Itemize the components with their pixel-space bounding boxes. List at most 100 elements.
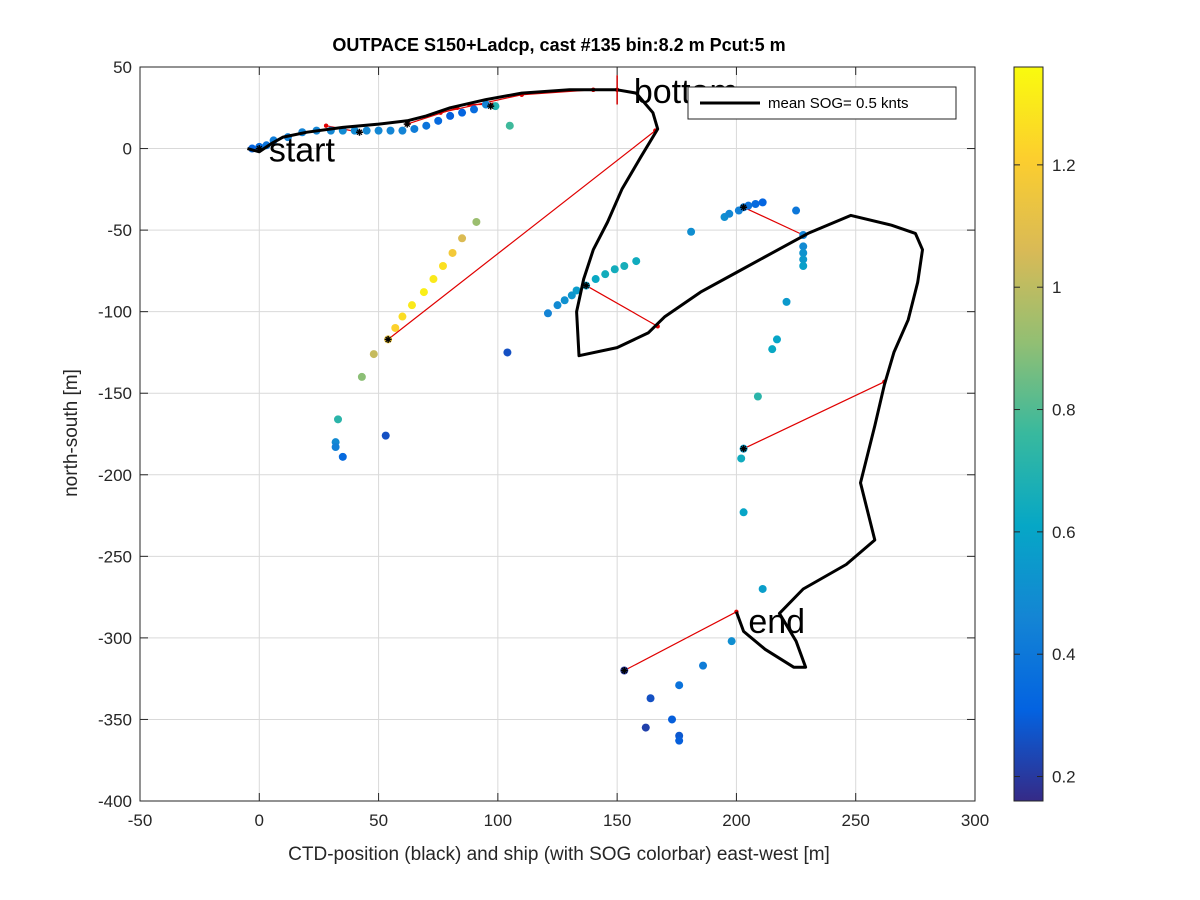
- ship-point: [434, 116, 443, 125]
- ship-point: [687, 227, 696, 236]
- ship-point: [739, 508, 748, 517]
- ship-point: [772, 335, 781, 344]
- ship-point: [675, 681, 684, 690]
- x-tick-label: 150: [603, 811, 631, 830]
- chart-title: OUTPACE S150+Ladcp, cast #135 bin:8.2 m …: [332, 35, 785, 55]
- ship-point: [458, 234, 467, 243]
- colorbar-tick-label: 0.8: [1052, 401, 1076, 420]
- y-axis-label: north-south [m]: [61, 369, 82, 497]
- ship-point: [470, 105, 478, 114]
- x-tick-label: 300: [961, 811, 989, 830]
- ship-point: [391, 323, 400, 332]
- legend-box: [687, 86, 957, 120]
- ship-point: [725, 209, 734, 218]
- ship-point: [448, 248, 457, 257]
- ship-point: [505, 121, 514, 130]
- ctd-marker: [740, 445, 748, 453]
- ship-point: [646, 694, 655, 703]
- x-axis-label: CTD-position (black) and ship (with SOG …: [288, 844, 830, 865]
- y-tick-label: -200: [98, 466, 132, 485]
- y-tick-label: -300: [98, 629, 132, 648]
- ship-point: [668, 715, 677, 724]
- ctd-marker: [582, 282, 590, 290]
- ship-point: [799, 255, 808, 264]
- y-tick-label: -350: [98, 710, 132, 729]
- annotation-start: start: [269, 132, 336, 170]
- y-tick-label: -150: [98, 384, 132, 403]
- ctd-marker: [255, 145, 263, 153]
- ctd-ship-connector-line: [743, 206, 804, 236]
- ctd-marker: [620, 667, 628, 675]
- ship-point: [334, 415, 343, 424]
- ship-point: [591, 275, 600, 284]
- ship-point: [362, 126, 371, 135]
- plot-background: [140, 67, 975, 801]
- y-axis-ticks: -400 -350 -300 -250 -200 -150 -100 -50 0 50: [98, 58, 975, 811]
- ship-point: [472, 217, 481, 226]
- colorbar-ticks: 0.2 0.4 0.6 0.8 1 1.2: [1014, 156, 1076, 787]
- ship-point: [374, 126, 383, 135]
- colorbar-tick-label: 0.4: [1052, 645, 1076, 664]
- ship-point: [446, 111, 455, 120]
- ship-point: [799, 248, 808, 257]
- ctd-marker: [740, 203, 748, 211]
- ctd-position-markers: [255, 102, 748, 675]
- x-tick-label: 200: [722, 811, 750, 830]
- ship-point: [338, 452, 347, 461]
- ship-point: [610, 265, 619, 274]
- y-tick-label: -50: [107, 221, 132, 240]
- ship-point: [758, 584, 767, 593]
- ctd-marker: [487, 102, 495, 110]
- ship-point: [407, 301, 416, 310]
- x-tick-label: 50: [369, 811, 388, 830]
- ship-point: [799, 261, 808, 270]
- y-tick-label: -100: [98, 303, 132, 322]
- ship-point: [572, 286, 581, 295]
- ship-point: [381, 431, 390, 440]
- ship-point: [799, 242, 808, 251]
- plot-frame: [139, 66, 976, 802]
- ship-point: [438, 261, 447, 270]
- connector-endpoint: [323, 123, 329, 128]
- colorbar-tick-label: 1: [1052, 278, 1061, 297]
- ship-point: [410, 124, 419, 133]
- ship-point: [675, 736, 684, 745]
- annotation-end: end: [748, 603, 805, 641]
- ship-point: [632, 257, 641, 266]
- ctd-ship-connector-line: [624, 611, 737, 672]
- x-tick-label: 100: [484, 811, 512, 830]
- ship-point: [641, 723, 650, 732]
- legend-label: mean SOG= 0.5 knts: [768, 95, 909, 112]
- ship-point: [386, 126, 395, 135]
- ship-point: [458, 108, 467, 117]
- x-tick-label: 250: [842, 811, 870, 830]
- ctd-marker: [403, 120, 411, 128]
- ship-point: [331, 443, 340, 452]
- ship-point: [543, 309, 552, 318]
- ship-point: [699, 661, 708, 670]
- ship-point: [601, 270, 610, 279]
- ship-point: [398, 126, 407, 135]
- colorbar-gradient: [1014, 67, 1043, 801]
- ctd-ship-connector-line: [585, 285, 658, 327]
- ctd-ship-connector-line: [743, 381, 885, 450]
- ship-point: [553, 301, 562, 310]
- ctd-marker: [384, 335, 392, 343]
- y-tick-label: -400: [98, 792, 132, 811]
- ctd-marker: [355, 128, 363, 136]
- ship-point: [503, 348, 512, 357]
- ship-point: [369, 350, 378, 359]
- colorbar-tick-label: 0.6: [1052, 523, 1076, 542]
- x-tick-label: 0: [255, 811, 264, 830]
- annotations: start bottom end: [269, 73, 805, 641]
- y-tick-label: 0: [123, 140, 132, 159]
- ship-point: [758, 198, 767, 207]
- colorbar: 0.2 0.4 0.6 0.8 1 1.2: [1013, 66, 1076, 802]
- ctd-ship-connector-line: [440, 94, 522, 114]
- ship-point: [782, 297, 791, 306]
- plot-area: -50 0 50 100 150 200 250 300 -400 -350 -300 -250 -2…: [98, 58, 989, 830]
- ship-point: [727, 637, 736, 646]
- ship-point: [620, 261, 629, 270]
- ship-point: [753, 392, 762, 401]
